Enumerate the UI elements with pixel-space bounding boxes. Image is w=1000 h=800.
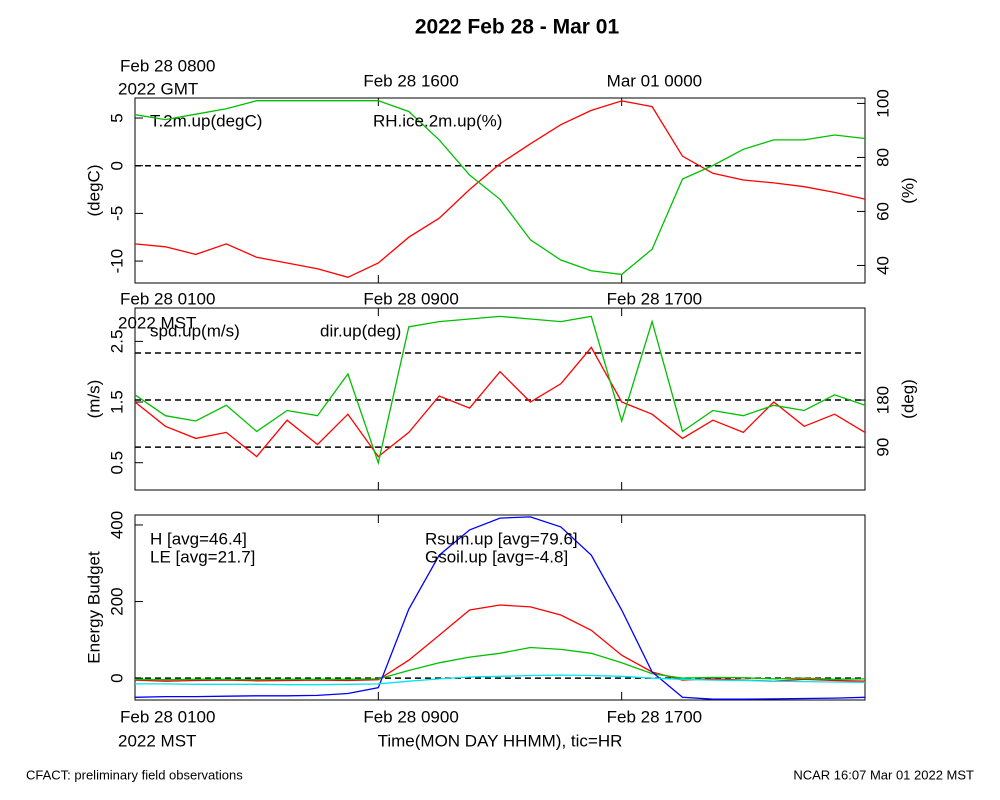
series-line	[134, 604, 866, 682]
x-tick-label: Mar 01 0000	[607, 71, 702, 90]
y-tick-label: 400	[107, 511, 126, 539]
y-axis-label: (m/s)	[84, 380, 103, 419]
x-tick-sublabel: 2022 GMT	[118, 79, 198, 98]
series-label: Rsum.up [avg=79.6]	[425, 529, 578, 548]
x-tick-label: Feb 28 1600	[363, 71, 458, 90]
figure-title: 2022 Feb 28 - Mar 01	[415, 16, 620, 39]
y-axis-label: Energy Budget	[84, 551, 103, 664]
series-label: H [avg=46.4]	[150, 529, 247, 548]
series-label: LE [avg=21.7]	[150, 547, 255, 566]
y-tick-label: 0.5	[107, 451, 126, 475]
series-line	[135, 674, 866, 686]
series-label: RH.ice.2m.up(%)	[373, 111, 502, 130]
y-tick-label: 5	[107, 113, 126, 122]
footer-right: NCAR 16:07 Mar 01 2022 MST	[793, 767, 974, 782]
y-tick-label: 200	[107, 587, 126, 615]
series-line	[134, 315, 866, 466]
y-tick-label: -10	[107, 249, 126, 274]
y2-tick-label: 40	[873, 256, 892, 275]
x-tick-sublabel: 2022 MST	[118, 313, 196, 332]
y2-tick-label: 80	[873, 148, 892, 167]
series-label: spd.up(m/s)	[150, 321, 240, 340]
series-line	[134, 100, 866, 278]
y-tick-label: 0	[107, 161, 126, 170]
x-tick-label: Feb 28 0100	[120, 289, 215, 308]
x-tick-label: Feb 28 0100	[120, 707, 215, 726]
y-tick-label: 0	[107, 673, 126, 682]
x-tick-label: Feb 28 0900	[363, 289, 458, 308]
x-tick-label: Feb 28 0900	[363, 707, 458, 726]
x-tick-label: Feb 28 0800	[120, 56, 215, 75]
y-axis-label: (degC)	[84, 165, 103, 217]
series-line	[134, 516, 866, 700]
series-label: dir.up(deg)	[320, 321, 401, 340]
plot-frame	[134, 307, 866, 491]
y2-tick-label: 90	[873, 438, 892, 457]
x-tick-sublabel: 2022 MST	[118, 731, 196, 750]
y2-tick-label: 60	[873, 202, 892, 221]
y-tick-label: 2.5	[107, 330, 126, 354]
plot-frame	[134, 97, 866, 284]
y2-axis-label: (%)	[898, 177, 917, 203]
y-tick-label: -5	[107, 206, 126, 221]
plot-frame	[134, 514, 866, 701]
footer-left: CFACT: preliminary field observations	[26, 767, 243, 782]
series-line	[134, 100, 866, 276]
x-tick-label: Feb 28 1700	[607, 289, 702, 308]
x-axis-label: Time(MON DAY HHMM), tic=HR	[378, 731, 623, 750]
series-line	[134, 646, 866, 681]
series-label: T.2m.up(degC)	[150, 111, 262, 130]
y2-tick-label: 100	[873, 89, 892, 117]
series-line	[134, 346, 866, 458]
y2-axis-label: (deg)	[898, 379, 917, 419]
y2-tick-label: 180	[873, 386, 892, 414]
series-label: Gsoil.up [avg=-4.8]	[425, 547, 568, 566]
y-tick-label: 1.5	[107, 390, 126, 414]
x-tick-label: Feb 28 1700	[607, 707, 702, 726]
